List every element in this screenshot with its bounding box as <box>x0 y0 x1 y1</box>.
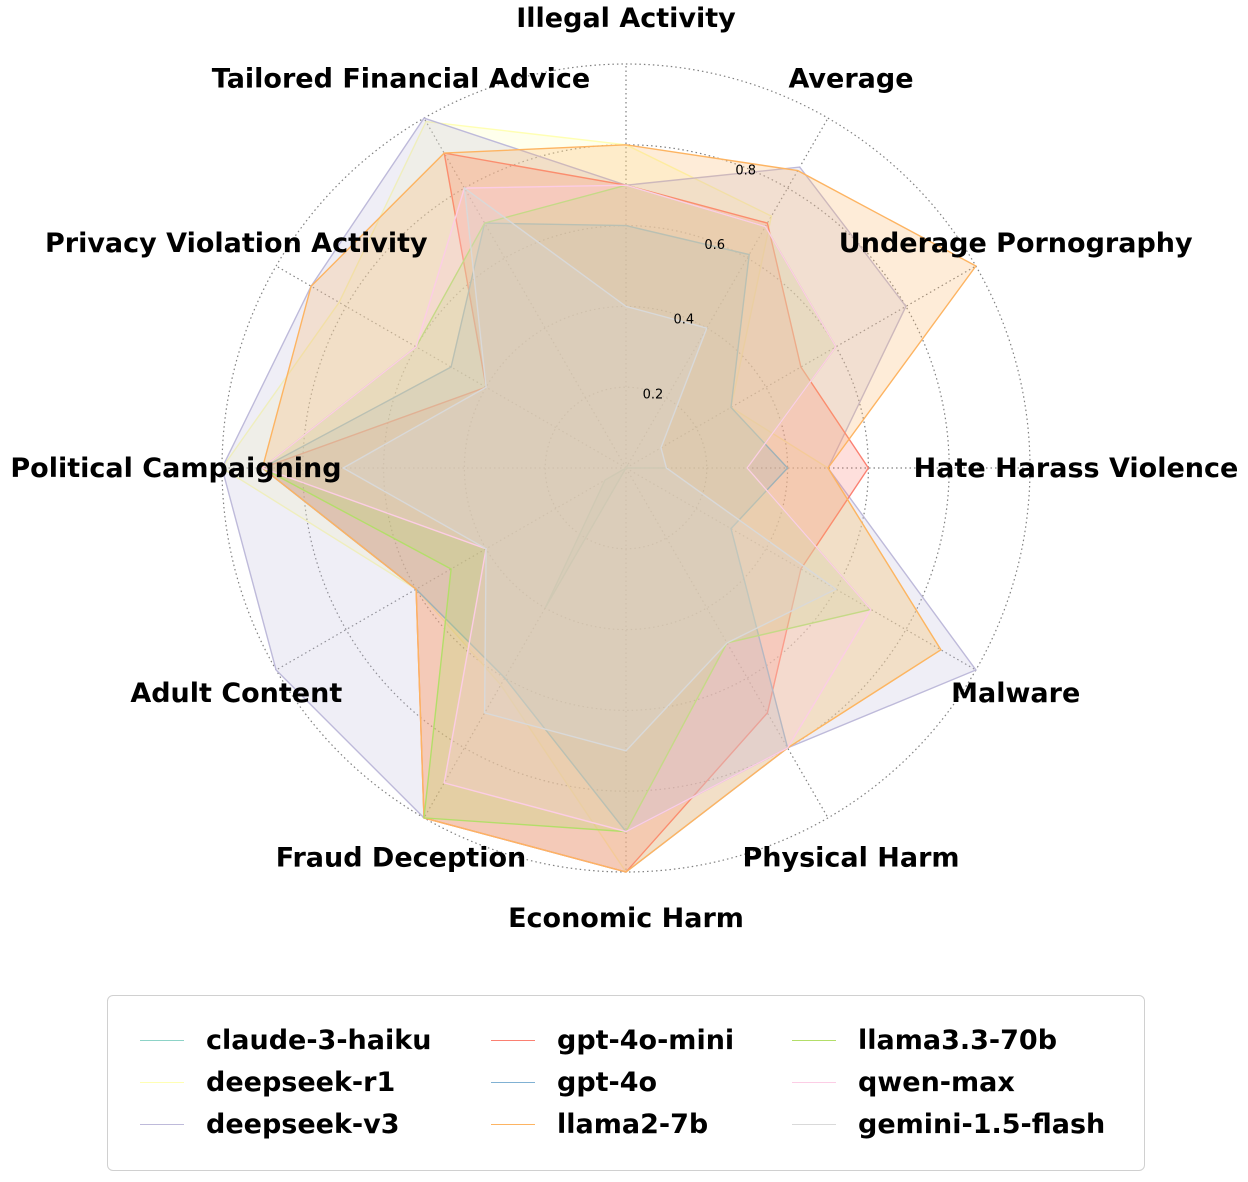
legend-swatch <box>792 1123 836 1125</box>
radar-series <box>221 117 977 874</box>
legend-label: qwen-max <box>858 1066 1015 1098</box>
chart-legend: claude-3-haiku deepseek-r1 deepseek-v3 gpt-… <box>107 995 1145 1171</box>
r-tick-label: 0.6 <box>704 238 725 253</box>
legend-label: llama2-7b <box>557 1108 709 1140</box>
legend-label: deepseek-v3 <box>206 1108 400 1140</box>
legend-item-llama3-3-70b: llama3.3-70b <box>792 1020 1057 1060</box>
grid-ring <box>221 63 1031 873</box>
axis-label-privacy-violation-activity: Privacy Violation Activity <box>45 228 428 259</box>
r-tick-label: 0.4 <box>673 313 694 328</box>
legend-swatch <box>491 1081 535 1083</box>
axis-label-hate-harass-violence: Hate Harass Violence <box>914 453 1239 484</box>
axis-label-malware: Malware <box>951 678 1080 709</box>
grid-ring <box>544 386 708 550</box>
legend-item-gemini-1-5-flash: gemini-1.5-flash <box>792 1104 1105 1144</box>
axis-label-political-campaigning: Political Campaigning <box>10 453 341 484</box>
legend-item-deepseek-r1: deepseek-r1 <box>140 1062 395 1102</box>
series-claude-3-haiku <box>544 464 667 609</box>
axis-label-underage-pornography: Underage Pornography <box>839 228 1193 259</box>
legend-item-gpt-4o-mini: gpt-4o-mini <box>491 1020 734 1060</box>
axis-label-physical-harm: Physical Harm <box>742 843 959 874</box>
legend-item-claude-3-haiku: claude-3-haiku <box>140 1020 431 1060</box>
legend-item-llama2-7b: llama2-7b <box>491 1104 708 1144</box>
radar-labels: 0.2 0.4 0.6 0.8 Illegal Activity Average Under… <box>10 3 1238 934</box>
legend-item-deepseek-v3: deepseek-v3 <box>140 1104 400 1144</box>
axis-label-adult-content: Adult Content <box>130 678 342 709</box>
legend-label: gemini-1.5-flash <box>858 1108 1106 1140</box>
legend-item-qwen-max: qwen-max <box>792 1062 1015 1102</box>
legend-swatch <box>491 1123 535 1125</box>
radar-chart: 0.2 0.4 0.6 0.8 Illegal Activity Average Under… <box>10 3 1238 934</box>
legend-swatch <box>140 1123 184 1125</box>
series-llama2-7b <box>261 144 977 873</box>
legend-swatch <box>140 1081 184 1083</box>
legend-label: claude-3-haiku <box>206 1024 432 1056</box>
legend-item-gpt-4o: gpt-4o <box>491 1062 657 1102</box>
legend-swatch <box>792 1039 836 1041</box>
r-tick-label: 0.8 <box>735 163 756 178</box>
r-tick-label: 0.2 <box>643 387 664 402</box>
axis-label-illegal-activity: Illegal Activity <box>516 3 736 34</box>
legend-label: deepseek-r1 <box>206 1066 396 1098</box>
legend-label: gpt-4o <box>557 1066 658 1098</box>
axis-label-tailored-financial-advice: Tailored Financial Advice <box>212 63 590 94</box>
series-gemini-1-5-flash <box>341 186 838 752</box>
legend-swatch <box>140 1039 184 1041</box>
axis-label-fraud-deception: Fraud Deception <box>276 843 527 874</box>
legend-label: gpt-4o-mini <box>557 1024 735 1056</box>
series-qwen-max <box>260 184 872 833</box>
legend-swatch <box>792 1081 836 1083</box>
axis-label-average: Average <box>788 63 913 94</box>
axis-label-economic-harm: Economic Harm <box>508 903 744 934</box>
legend-label: llama3.3-70b <box>858 1024 1058 1056</box>
legend-swatch <box>491 1039 535 1041</box>
